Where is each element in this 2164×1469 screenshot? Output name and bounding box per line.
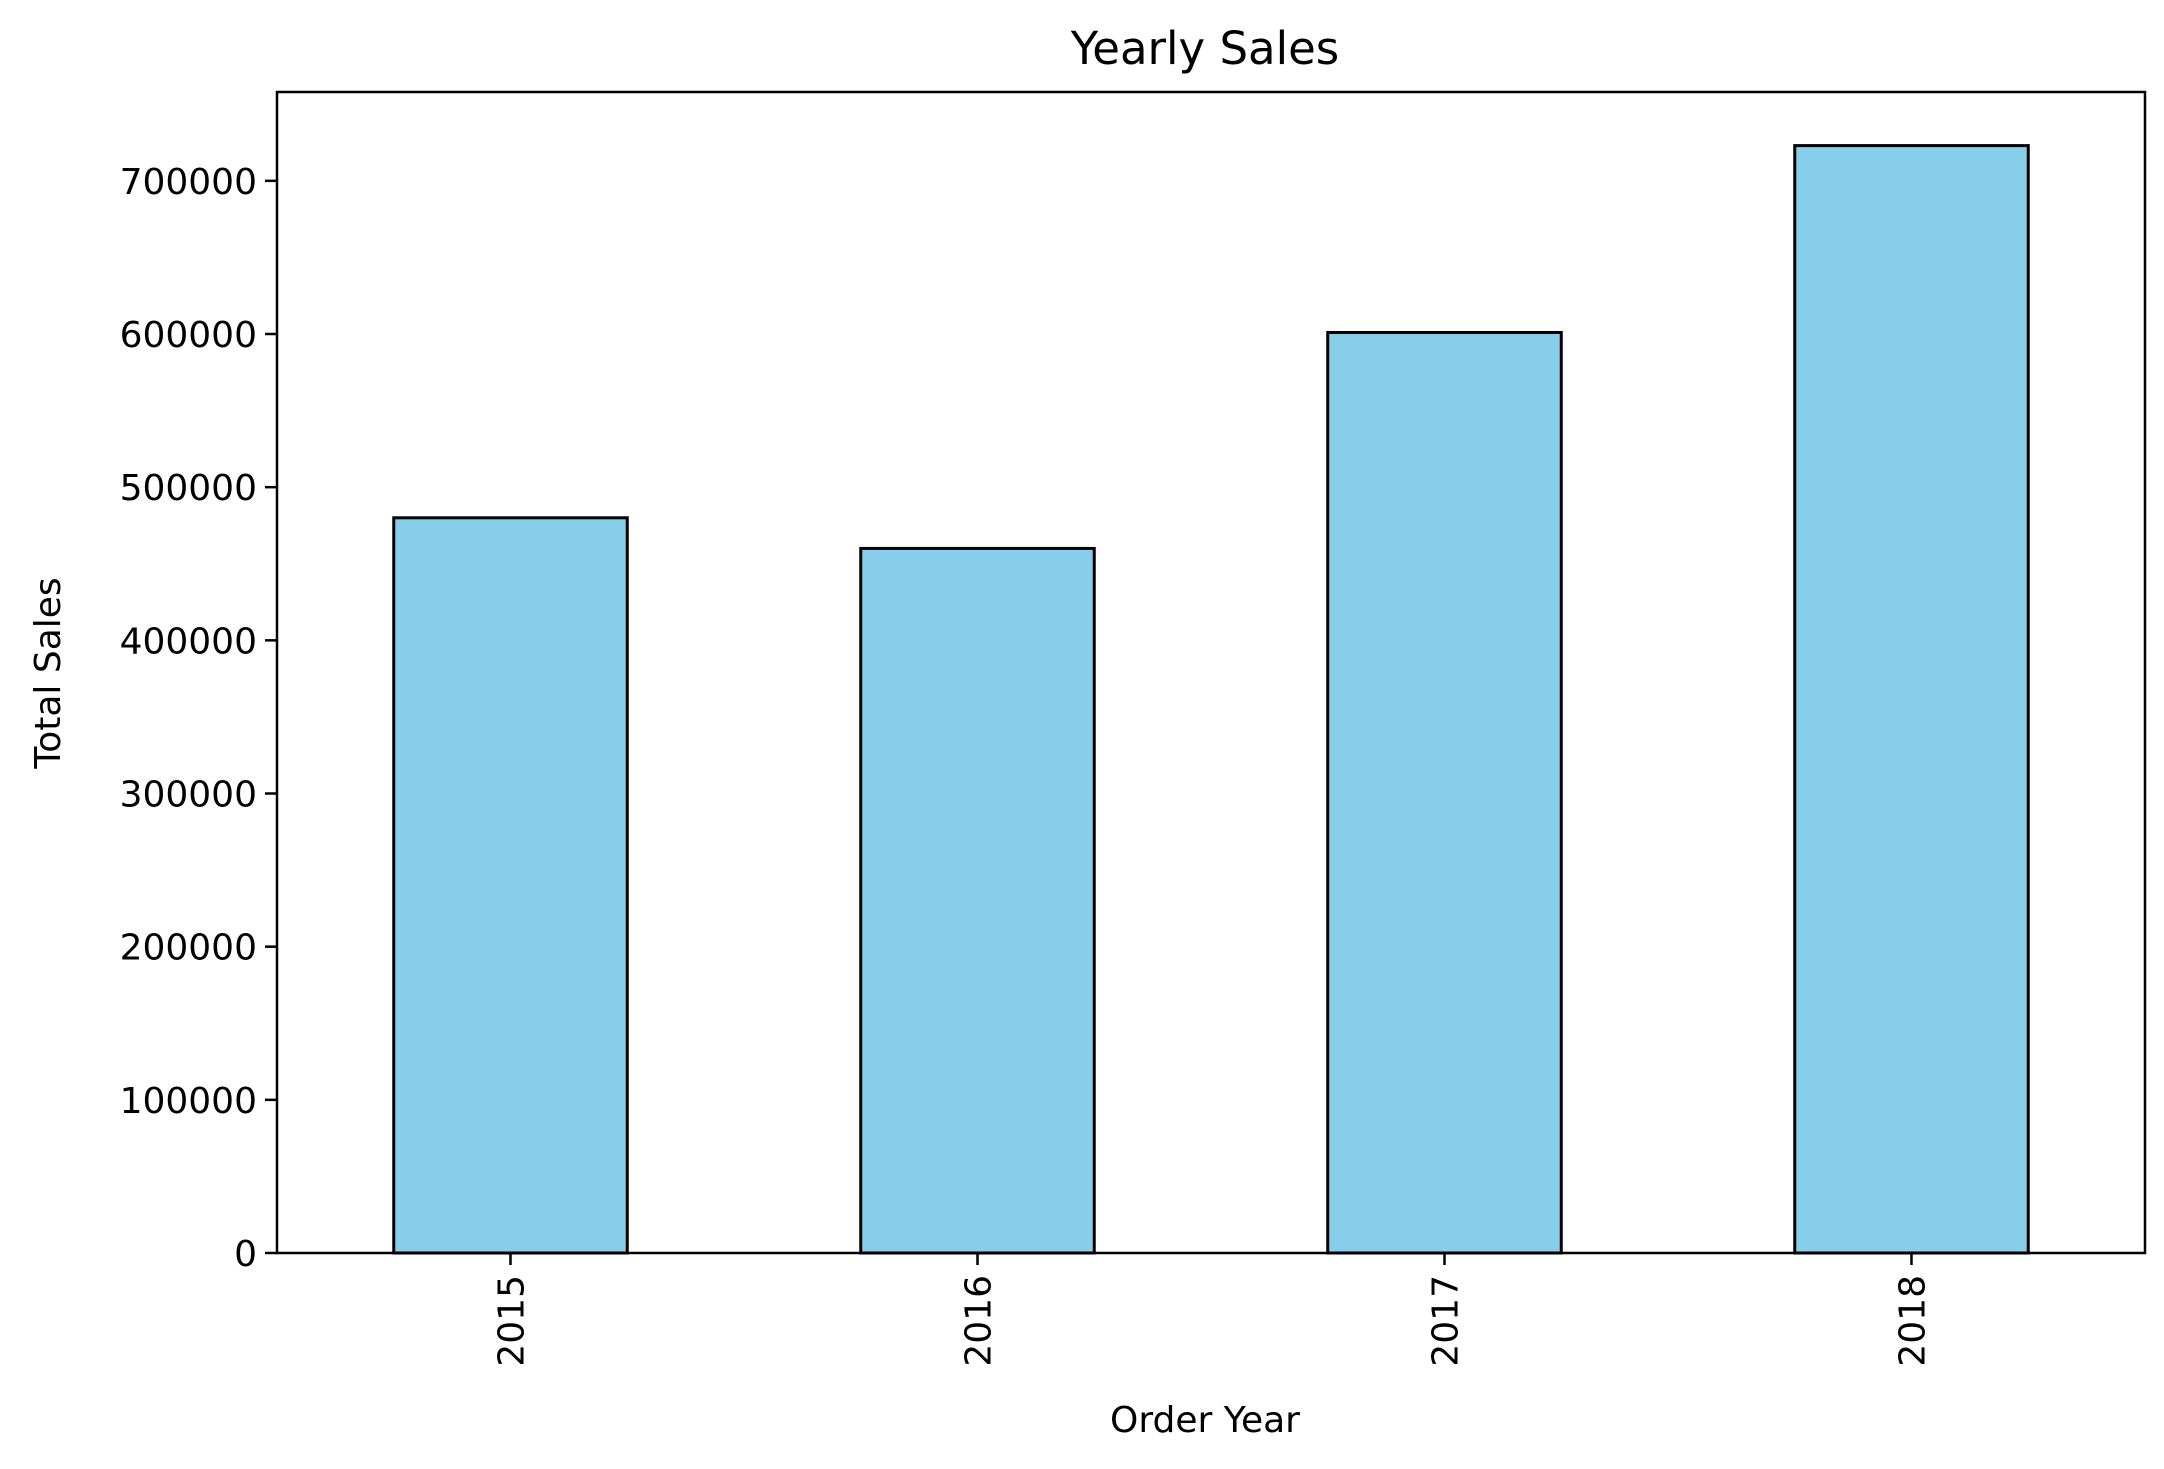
x-tick-label: 2017 xyxy=(1426,1275,1467,1367)
bar-2017 xyxy=(1326,330,1563,1255)
bar-2018 xyxy=(1793,144,2030,1255)
x-tick-label: 2018 xyxy=(1893,1275,1934,1367)
y-tick-label: 100000 xyxy=(120,1081,257,1122)
y-tick-label: 300000 xyxy=(120,775,257,816)
y-tick-label: 600000 xyxy=(120,315,257,356)
x-tick-label: 2016 xyxy=(959,1275,1000,1367)
y-tick-label: 200000 xyxy=(120,928,257,969)
plot-area-frame xyxy=(275,90,2147,1255)
bar-2016 xyxy=(859,546,1096,1255)
bars-layer xyxy=(392,144,2030,1255)
y-tick-label: 0 xyxy=(234,1234,257,1275)
x-tick-label: 2015 xyxy=(492,1275,533,1367)
chart-title: Yearly Sales xyxy=(1070,22,1339,75)
x-axis-label: Order Year xyxy=(1110,1400,1300,1441)
y-axis: 0 100000 200000 300000 400000 500000 600000 700… xyxy=(120,162,277,1275)
y-tick-label: 700000 xyxy=(120,162,257,203)
bar-2015 xyxy=(392,516,629,1255)
y-axis-label: Total Sales xyxy=(28,577,69,769)
y-tick-label: 500000 xyxy=(120,468,257,509)
y-tick-label: 400000 xyxy=(120,621,257,662)
x-axis: 2015 2016 2017 2018 xyxy=(492,1253,1934,1367)
